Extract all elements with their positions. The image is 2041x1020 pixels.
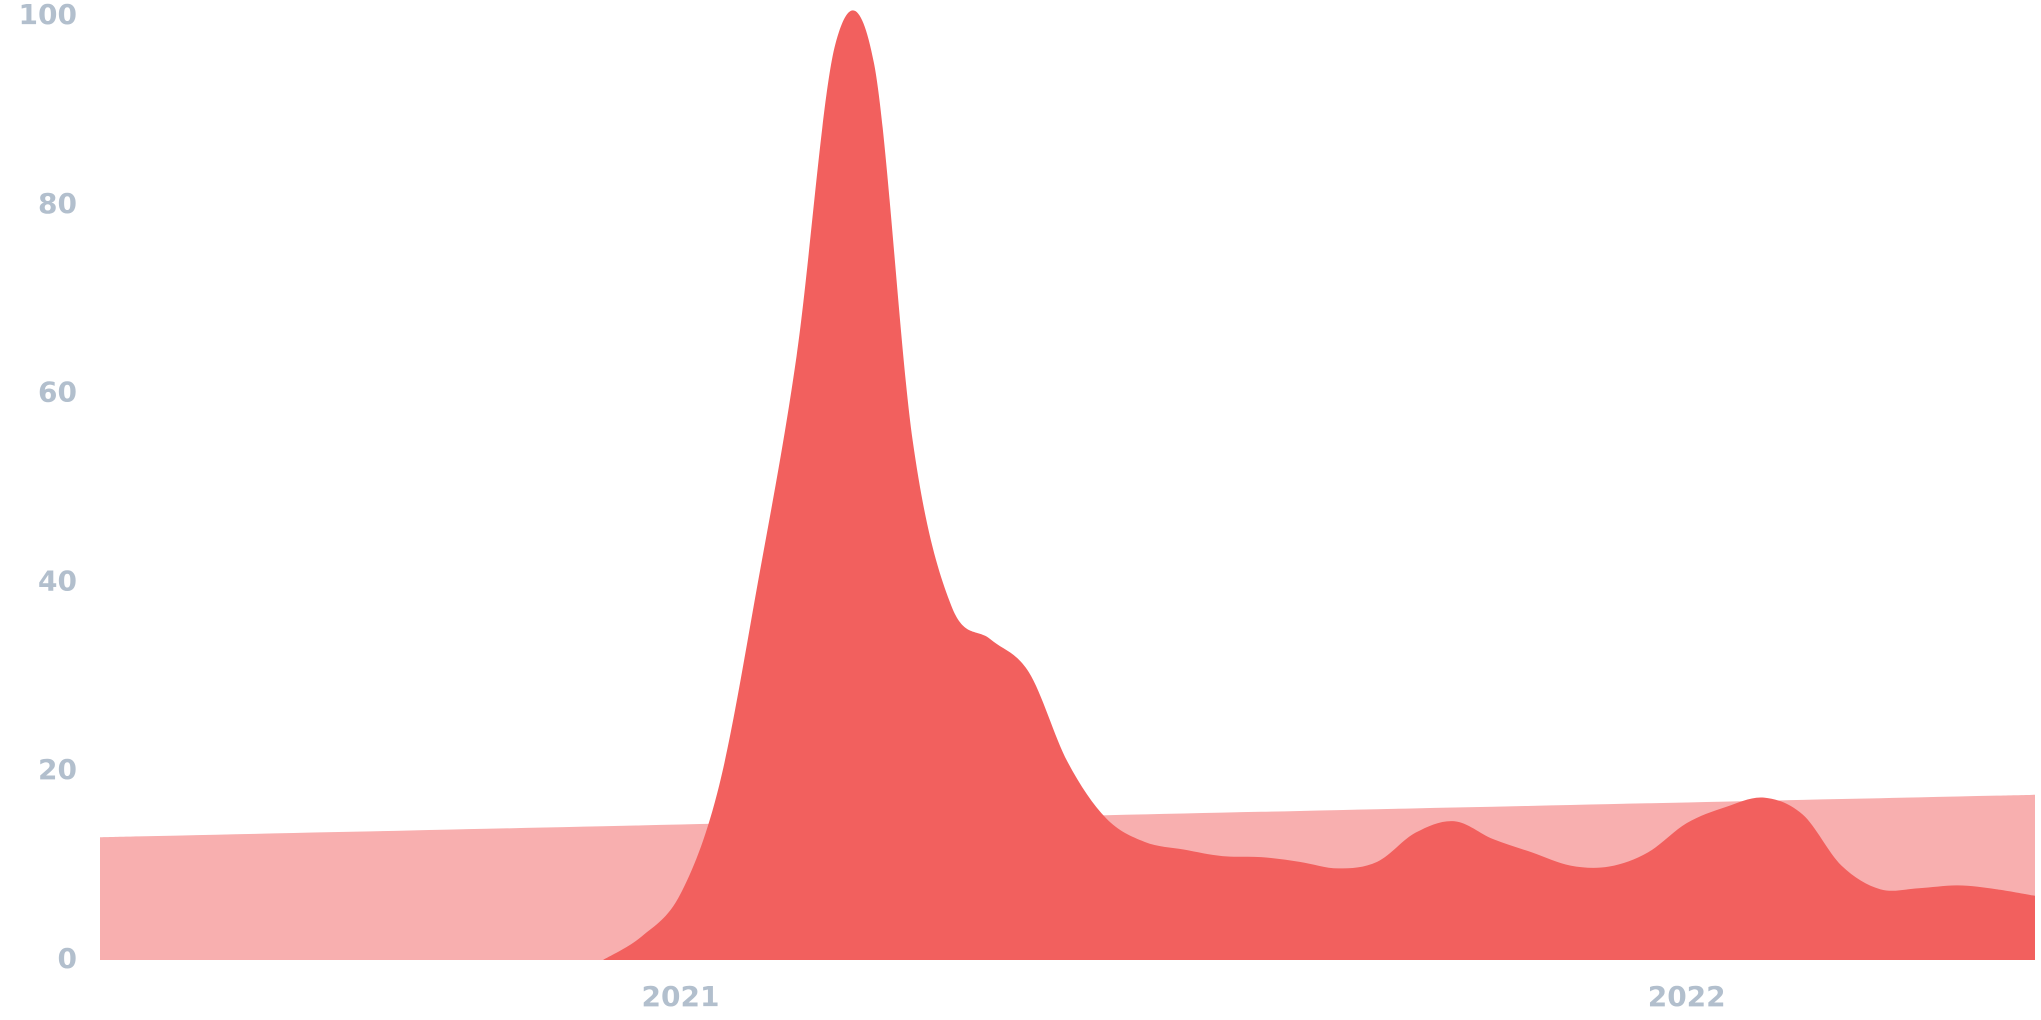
- y-tick-label: 100: [19, 0, 77, 31]
- y-tick-label: 20: [38, 753, 77, 786]
- y-tick-label: 80: [38, 187, 77, 220]
- x-tick-label: 2022: [1648, 980, 1726, 1013]
- x-tick-label: 2021: [642, 980, 720, 1013]
- y-tick-label: 40: [38, 564, 77, 597]
- area: [603, 10, 2035, 960]
- y-tick-label: 0: [58, 942, 77, 975]
- y-tick-label: 60: [38, 376, 77, 409]
